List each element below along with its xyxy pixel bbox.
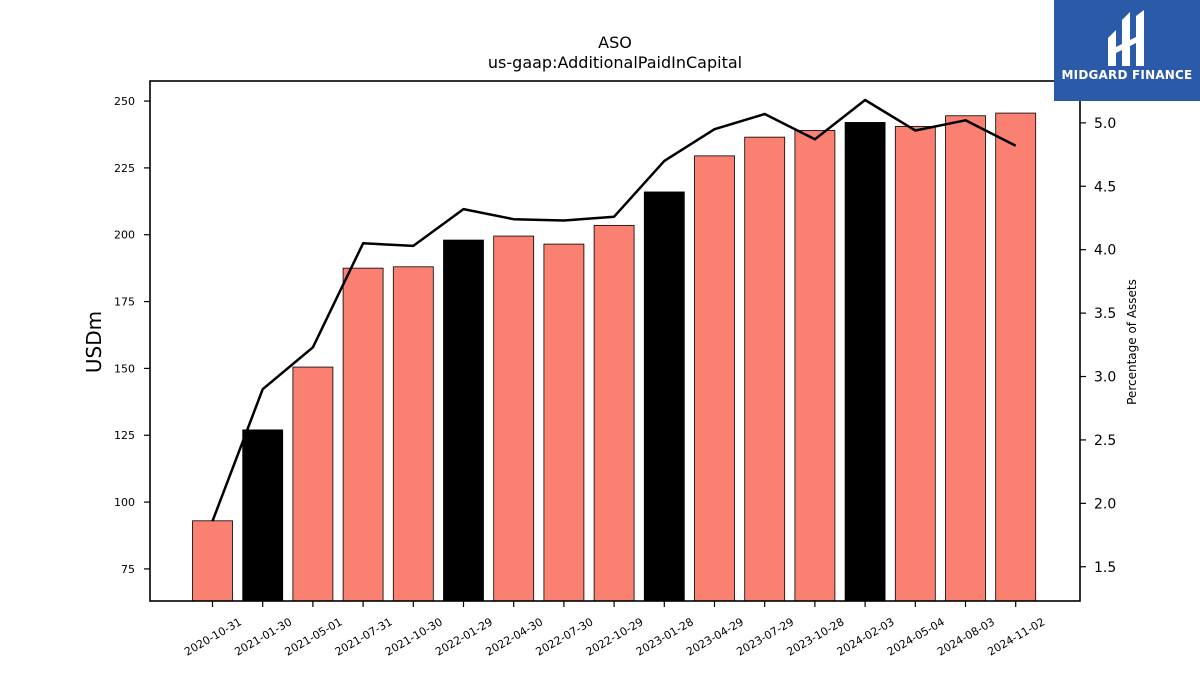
bar	[643, 191, 685, 602]
y-tick-label: 75	[121, 563, 135, 576]
brand-logo: MIDGARD FINANCE	[1054, 0, 1200, 101]
bar	[694, 155, 735, 602]
logo-text: MIDGARD FINANCE	[1061, 68, 1193, 82]
chart-title: ASO	[598, 33, 632, 52]
bar	[493, 235, 535, 602]
y2-tick-label: 2.0	[1094, 496, 1116, 512]
percentage-line	[211, 98, 1017, 522]
y-tick-label: 225	[114, 162, 135, 175]
bar	[292, 366, 334, 602]
bars-group	[192, 112, 1037, 602]
chart-subtitle: us-gaap:AdditionalPaidInCapital	[488, 53, 742, 72]
y2-tick-label: 3.0	[1094, 370, 1116, 386]
y-tick-label: 125	[114, 429, 135, 442]
logo-mark-icon	[1108, 10, 1144, 66]
bar	[192, 520, 233, 602]
bar	[894, 126, 936, 602]
bar	[995, 112, 1037, 602]
bar	[844, 122, 886, 602]
bar	[945, 115, 986, 602]
plot-frame	[149, 80, 1081, 602]
y2-tick-label: 4.5	[1094, 179, 1116, 195]
bar	[593, 224, 635, 602]
y-tick-label: 250	[114, 95, 135, 108]
y-tick-label: 150	[114, 362, 135, 375]
bar	[744, 136, 786, 602]
bar	[242, 429, 284, 602]
bar	[342, 267, 384, 602]
y2-tick-label: 4.0	[1094, 243, 1116, 259]
bar	[794, 130, 836, 602]
bar	[543, 243, 585, 602]
y2-axis-label: Percentage of Assets	[1125, 279, 1139, 405]
bar	[392, 266, 434, 602]
y-tick-label: 200	[114, 229, 135, 242]
x-tick-label: 2024-11-02	[985, 615, 1047, 658]
line-group	[211, 98, 1017, 522]
y-tick-label: 100	[114, 496, 135, 509]
bar	[443, 239, 484, 602]
y-tick-label: 175	[114, 296, 135, 309]
y2-tick-label: 3.5	[1094, 306, 1116, 322]
y2-tick-label: 5.0	[1094, 116, 1116, 132]
y2-tick-label: 1.5	[1094, 560, 1116, 576]
y2-tick-label: 2.5	[1094, 433, 1116, 449]
y-axis-label: USDm	[82, 311, 106, 373]
